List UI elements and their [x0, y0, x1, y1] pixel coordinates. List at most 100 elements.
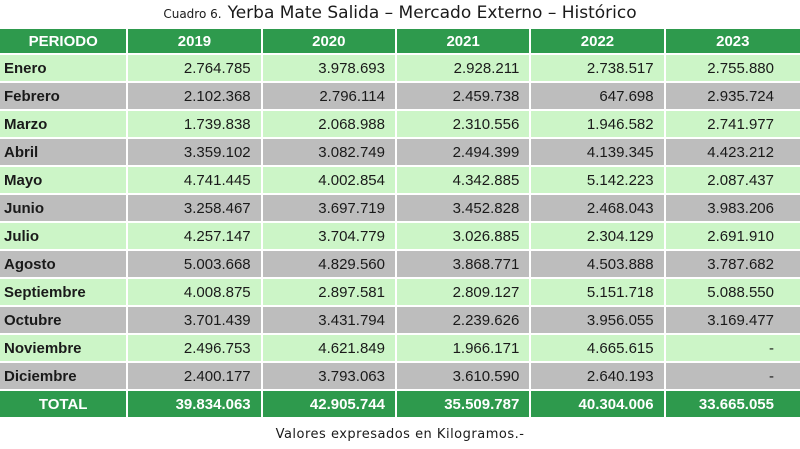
value-cell: 3.610.590 — [396, 363, 532, 389]
header-2022: 2022 — [531, 29, 666, 53]
value-cell: 2.741.977 — [665, 111, 800, 137]
header-2021: 2021 — [396, 29, 532, 53]
value-cell: 4.741.445 — [128, 167, 263, 193]
value-cell: 2.102.368 — [128, 83, 263, 109]
value-cell: 3.793.063 — [262, 363, 397, 389]
period-cell: Octubre — [0, 307, 129, 333]
value-cell: 4.665.615 — [531, 335, 666, 361]
table-row: Octubre 3.701.439 3.431.794 2.239.626 3.956.… — [0, 307, 800, 333]
value-cell: 3.452.828 — [396, 195, 532, 221]
value-cell: 4.008.875 — [128, 279, 263, 305]
value-cell: 42.905.744 — [262, 391, 397, 417]
table-row: Marzo 1.739.838 2.068.988 2.310.556 1.946.58… — [0, 111, 800, 137]
table-row: Junio 3.258.467 3.697.719 3.452.828 2.468.04… — [0, 195, 800, 221]
value-cell: 4.002.854 — [262, 167, 397, 193]
value-cell: 4.423.212 — [665, 139, 800, 165]
value-cell: 2.239.626 — [396, 307, 532, 333]
value-cell: 2.691.910 — [665, 223, 800, 249]
value-cell: 2.738.517 — [531, 55, 666, 81]
value-cell: 2.764.785 — [128, 55, 263, 81]
value-cell: 3.082.749 — [262, 139, 397, 165]
value-cell: 2.310.556 — [396, 111, 532, 137]
value-cell: 3.956.055 — [531, 307, 666, 333]
caption-title: Yerba Mate Salida – Mercado Externo – Hi… — [227, 3, 637, 23]
value-cell: 4.829.560 — [262, 251, 397, 277]
value-cell: 2.928.211 — [396, 55, 532, 81]
value-cell: 5.088.550 — [665, 279, 800, 305]
value-cell: 3.169.477 — [665, 307, 800, 333]
table-row: Mayo 4.741.445 4.002.854 4.342.885 5.142.223… — [0, 167, 800, 193]
value-cell: 3.701.439 — [128, 307, 263, 333]
value-cell: 5.151.718 — [531, 279, 666, 305]
period-cell: Julio — [0, 223, 129, 249]
value-cell: 4.257.147 — [128, 223, 263, 249]
value-cell: - — [665, 335, 800, 361]
header-2023: 2023 — [665, 29, 800, 53]
value-cell: 1.739.838 — [128, 111, 263, 137]
header-periodo: PERIODO — [0, 29, 129, 53]
value-cell: 2.796.114 — [262, 83, 397, 109]
value-cell: 40.304.006 — [531, 391, 666, 417]
footer-note: Valores expresados en Kilogramos.- — [275, 427, 525, 442]
value-cell: 2.640.193 — [531, 363, 666, 389]
value-cell: 5.003.668 — [128, 251, 263, 277]
value-cell: 2.809.127 — [396, 279, 532, 305]
period-cell: Marzo — [0, 111, 129, 137]
table-row: Enero 2.764.785 3.978.693 2.928.211 2.738.51… — [0, 55, 800, 81]
period-cell: Agosto — [0, 251, 129, 277]
value-cell: 2.068.988 — [262, 111, 397, 137]
header-2020: 2020 — [262, 29, 397, 53]
period-cell: TOTAL — [0, 391, 129, 417]
value-cell: 3.258.467 — [128, 195, 263, 221]
value-cell: 4.503.888 — [531, 251, 666, 277]
table-row: Julio 4.257.147 3.704.779 3.026.885 2.304.12… — [0, 223, 800, 249]
value-cell: - — [665, 363, 800, 389]
value-cell: 2.935.724 — [665, 83, 800, 109]
caption-label: Cuadro 6. — [163, 7, 222, 21]
value-cell: 3.431.794 — [262, 307, 397, 333]
period-cell: Junio — [0, 195, 129, 221]
table-row: Abril 3.359.102 3.082.749 2.494.399 4.139.34… — [0, 139, 800, 165]
value-cell: 35.509.787 — [396, 391, 532, 417]
table-row: Agosto 5.003.668 4.829.560 3.868.771 4.503.8… — [0, 251, 800, 277]
value-cell: 3.978.693 — [262, 55, 397, 81]
period-cell: Enero — [0, 55, 129, 81]
value-cell: 33.665.055 — [665, 391, 800, 417]
value-cell: 4.621.849 — [262, 335, 397, 361]
export-table: PERIODO 2019 2020 2021 2022 2023 Enero 2.… — [0, 27, 800, 419]
value-cell: 2.304.129 — [531, 223, 666, 249]
value-cell: 5.142.223 — [531, 167, 666, 193]
value-cell: 2.459.738 — [396, 83, 532, 109]
table-caption: Cuadro 6. Yerba Mate Salida – Mercado Ext… — [0, 0, 800, 26]
period-cell: Mayo — [0, 167, 129, 193]
value-cell: 3.697.719 — [262, 195, 397, 221]
period-cell: Febrero — [0, 83, 129, 109]
value-cell: 2.755.880 — [665, 55, 800, 81]
value-cell: 3.787.682 — [665, 251, 800, 277]
value-cell: 1.946.582 — [531, 111, 666, 137]
value-cell: 39.834.063 — [128, 391, 263, 417]
total-row: TOTAL 39.834.063 42.905.744 35.509.787 40.30… — [0, 391, 800, 417]
value-cell: 2.468.043 — [531, 195, 666, 221]
period-cell: Abril — [0, 139, 129, 165]
value-cell: 2.400.177 — [128, 363, 263, 389]
period-cell: Noviembre — [0, 335, 129, 361]
header-row: PERIODO 2019 2020 2021 2022 2023 — [0, 29, 800, 53]
value-cell: 2.087.437 — [665, 167, 800, 193]
value-cell: 1.966.171 — [396, 335, 532, 361]
value-cell: 3.704.779 — [262, 223, 397, 249]
value-cell: 4.342.885 — [396, 167, 532, 193]
table-row: Septiembre 4.008.875 2.897.581 2.809.127 5.1… — [0, 279, 800, 305]
value-cell: 3.026.885 — [396, 223, 532, 249]
value-cell: 2.494.399 — [396, 139, 532, 165]
value-cell: 3.868.771 — [396, 251, 532, 277]
table-row: Febrero 2.102.368 2.796.114 2.459.738 647.69… — [0, 83, 800, 109]
header-2019: 2019 — [128, 29, 263, 53]
value-cell: 647.698 — [531, 83, 666, 109]
table-row: Diciembre 2.400.177 3.793.063 3.610.590 2.64… — [0, 363, 800, 389]
value-cell: 3.983.206 — [665, 195, 800, 221]
table-row: Noviembre 2.496.753 4.621.849 1.966.171 4.66… — [0, 335, 800, 361]
period-cell: Diciembre — [0, 363, 129, 389]
value-cell: 2.897.581 — [262, 279, 397, 305]
value-cell: 3.359.102 — [128, 139, 263, 165]
